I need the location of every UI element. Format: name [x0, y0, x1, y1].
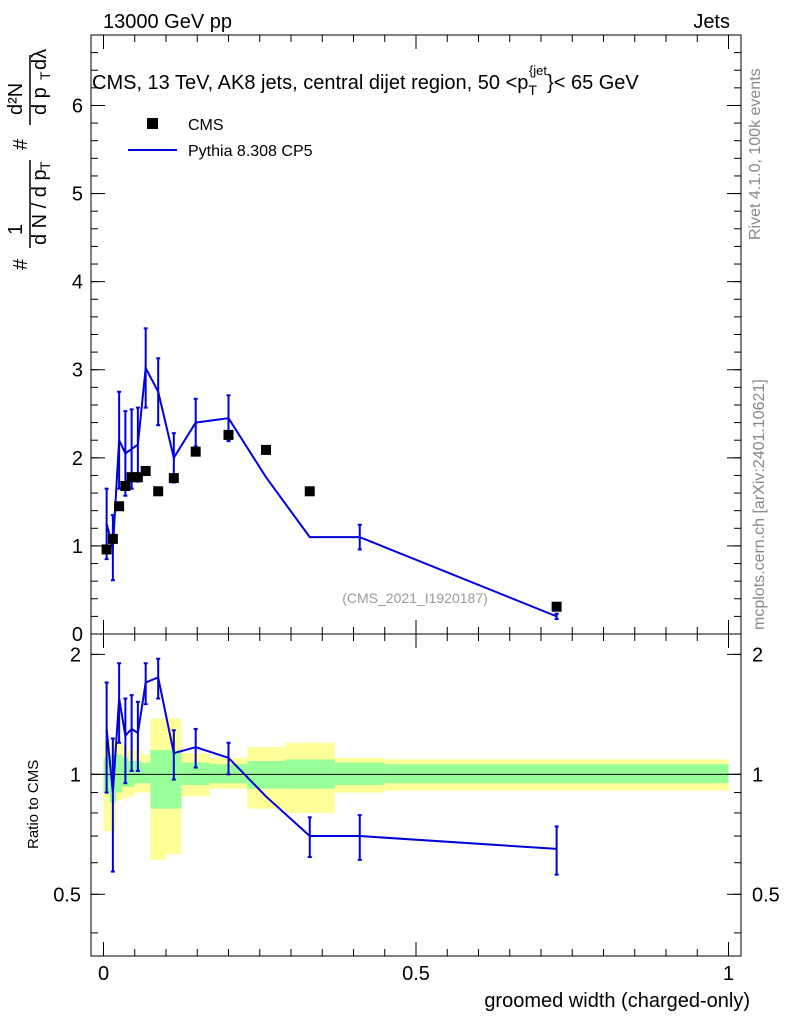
band-green-bin [247, 761, 285, 789]
ylabel-one: 1 [5, 224, 27, 235]
y-axis-label: # 1 d N / d p T # d²N d p T dλ [5, 49, 53, 270]
pythia-line [105, 364, 557, 618]
ratio-y-label-right: 1 [752, 764, 763, 786]
ylabel-d2n: d²N [5, 83, 27, 115]
ratio-y-label: 0.5 [53, 884, 81, 906]
cms-point [261, 444, 271, 455]
cms-point [132, 472, 143, 483]
main-plot: 0 1 2 3 4 5 6 0 0.5 1 [72, 34, 742, 985]
chart-title: CMS, 13 TeV, AK8 jets, central dijet reg… [92, 63, 639, 98]
band-green-bin [134, 761, 141, 784]
x-tick-label: 0 [98, 963, 109, 985]
ylabel-dlambda: dλ [29, 49, 51, 70]
y-tick-label: 2 [72, 448, 83, 470]
cms-point [168, 473, 179, 484]
ratio-frame [90, 633, 742, 957]
header-category: Jets [693, 11, 730, 33]
cms-point [140, 466, 151, 477]
cms-point [107, 533, 118, 544]
cms-point [190, 446, 201, 457]
ratio-plot: 0.5 0.5 1 1 2 2 [53, 633, 780, 957]
cms-point [126, 472, 137, 483]
ylabel-dn: d N / d p [29, 169, 51, 245]
y-tick-label: 1 [72, 536, 83, 558]
cms-point [114, 501, 125, 512]
band-green-bin [334, 762, 385, 786]
cms-point [153, 486, 164, 497]
y-tick-label: 4 [72, 272, 83, 294]
band-green-bin [116, 754, 123, 793]
cms-point [101, 544, 112, 555]
band-green-bin [150, 750, 166, 809]
band-green-bin [384, 764, 729, 784]
ylabel-dpt: d p [29, 87, 51, 115]
ylabel-t1: T [37, 161, 53, 170]
x-tick-label: 1 [723, 963, 734, 985]
y-tick-label: 0 [72, 624, 83, 646]
cms-point [551, 601, 562, 612]
cms-point [120, 481, 131, 492]
band-green-bin [141, 762, 151, 784]
y-tick-label: 6 [72, 95, 83, 117]
ylabel-hash2: # [10, 138, 32, 150]
legend-cms-marker [147, 118, 158, 129]
ratio-y-label: 1 [70, 764, 81, 786]
rivet-label: Rivet 4.1.0, 100k events [747, 68, 764, 240]
mcplots-label: mcplots.cern.ch [arXiv:2401.10621] [751, 379, 768, 630]
ratio-y-label-right: 0.5 [752, 884, 780, 906]
header-energy: 13000 GeV pp [103, 11, 232, 33]
cms-point [304, 486, 315, 497]
legend-cms-label: CMS [188, 117, 224, 134]
band-green-bin [181, 762, 210, 786]
ylabel-hash1: # [10, 258, 32, 270]
y-tick-label: 3 [72, 360, 83, 382]
y-tick-label: 5 [72, 184, 83, 206]
cms-point [223, 429, 234, 440]
ylabel-t2: T [37, 71, 53, 80]
watermark: (CMS_2021_I1920187) [342, 590, 488, 606]
ratio-y-label-right: 2 [752, 644, 763, 666]
legend: CMS Pythia 8.308 CP5 [128, 117, 313, 160]
ratio-ylabel: Ratio to CMS [25, 760, 42, 849]
x-tick-label: 0.5 [402, 963, 430, 985]
x-axis-label: groomed width (charged-only) [484, 990, 750, 1012]
ratio-y-label: 2 [70, 644, 81, 666]
legend-pythia-label: Pythia 8.308 CP5 [188, 143, 313, 160]
